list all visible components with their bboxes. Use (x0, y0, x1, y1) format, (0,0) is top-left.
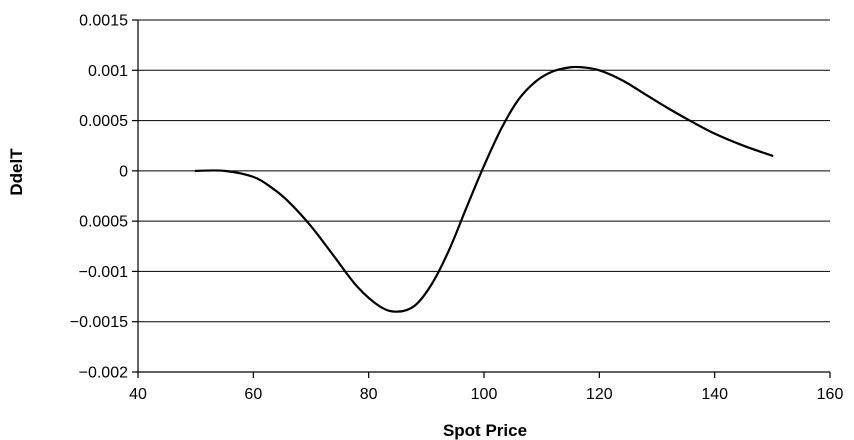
series-layer (194, 65, 774, 313)
y-tick-label: −0.0015 (70, 314, 128, 331)
y-tick-label: 0.001 (88, 63, 128, 80)
y-axis-title: DdelT (7, 148, 26, 196)
y-tick-label: −0.001 (79, 264, 128, 281)
axes (132, 19, 831, 378)
y-tick-labels: 0.0015 0.001 0.0005 0 0.0005 −0.001 −0.0015 −0.… (70, 13, 128, 382)
x-tick-label: 100 (471, 386, 498, 403)
x-tick-label: 40 (129, 386, 147, 403)
x-axis-title: Spot Price (443, 421, 527, 440)
y-tick-label: 0.0005 (79, 113, 128, 130)
x-tick-label: 160 (817, 386, 844, 403)
gridlines (138, 19, 830, 323)
x-tick-label: 60 (244, 386, 262, 403)
series-line (194, 65, 774, 313)
y-tick-label: 0 (119, 163, 128, 180)
x-tick-label: 120 (586, 386, 613, 403)
y-tick-label: −0.002 (79, 365, 128, 382)
x-tick-label: 80 (360, 386, 378, 403)
x-tick-label: 140 (701, 386, 728, 403)
x-tick-labels: 40 60 80 100 120 140 160 (129, 386, 843, 403)
y-tick-label: 0.0005 (79, 214, 128, 231)
y-tick-label: 0.0015 (79, 13, 128, 30)
